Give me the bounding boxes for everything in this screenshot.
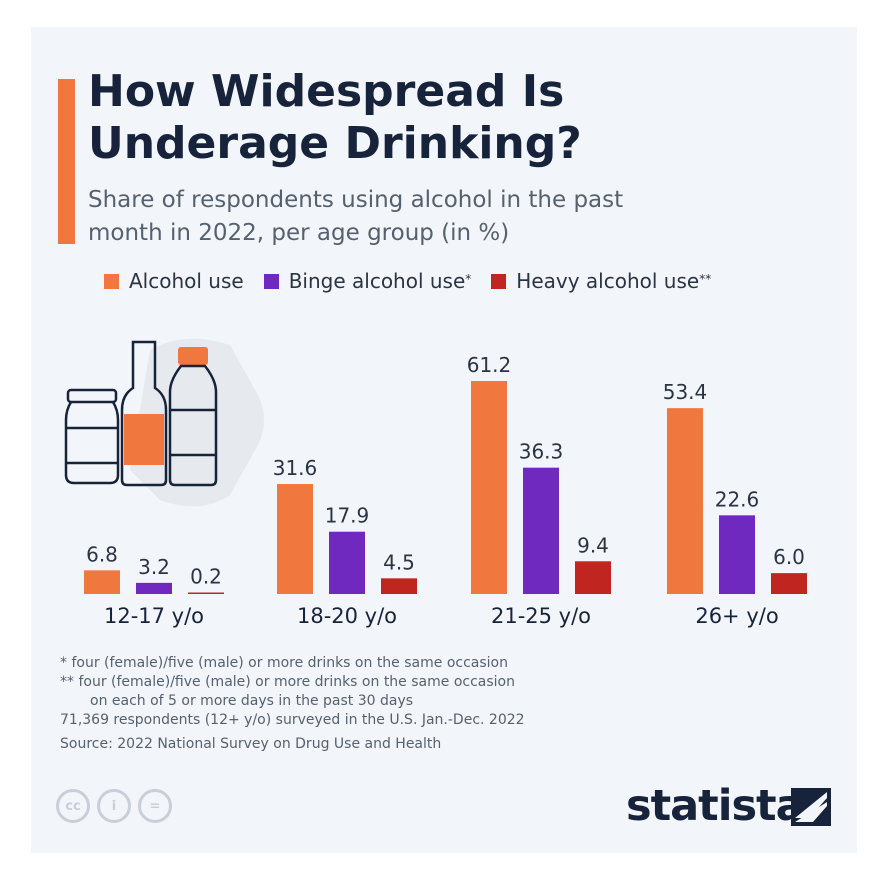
value-label-heavy-2: 9.4 [577, 533, 609, 557]
value-label-binge-2: 36.3 [519, 440, 564, 464]
footnote-binge: * four (female)/five (male) or more drin… [60, 655, 508, 671]
value-label-alcohol-0: 6.8 [86, 542, 118, 566]
attribution-icon[interactable]: i [97, 789, 131, 823]
legend-label-alcohol: Alcohol use [129, 269, 244, 293]
bar-heavy-2 [575, 561, 611, 594]
statista-logo-icon [791, 788, 831, 826]
bar-heavy-3 [771, 573, 807, 594]
bar-alcohol-2 [471, 381, 507, 594]
legend-item-heavy: Heavy alcohol use ** [491, 269, 711, 293]
jar-icon [64, 388, 120, 485]
footnote-heavy-continued: on each of 5 or more days in the past 30… [90, 693, 414, 709]
plastic-bottle-icon [168, 347, 218, 487]
page-title: How Widespread Is Underage Drinking? [88, 66, 582, 169]
bar-alcohol-3 [667, 408, 703, 594]
value-label-alcohol-2: 61.2 [467, 353, 512, 377]
chart-subtitle: Share of respondents using alcohol in th… [88, 187, 624, 246]
value-label-alcohol-1: 31.6 [273, 456, 318, 480]
value-label-alcohol-3: 53.4 [663, 380, 708, 404]
legend-swatch-binge [263, 273, 279, 289]
category-label-3: 26+ y/o [695, 604, 778, 628]
bar-binge-1 [329, 531, 365, 594]
legend-swatch-heavy [491, 273, 507, 289]
license-icons: cc i = [56, 789, 179, 823]
statista-logo-text[interactable]: statista [626, 781, 805, 831]
value-label-binge-3: 22.6 [715, 487, 760, 511]
footnote-heavy: ** four (female)/five (male) or more dri… [60, 674, 515, 690]
bar-binge-3 [719, 515, 755, 594]
bar-heavy-1 [381, 578, 417, 594]
bars-layer: 6.8 3.2 0.2 12-17 y/o 31.6 17.9 4.5 18-20 y/o 61… [84, 353, 807, 628]
creative-commons-icon[interactable]: cc [56, 789, 90, 823]
no-derivatives-icon[interactable]: = [138, 789, 172, 823]
value-label-binge-1: 17.9 [325, 504, 370, 528]
bar-heavy-0 [188, 592, 224, 594]
source-note: Source: 2022 National Survey on Drug Use… [60, 736, 442, 752]
chart-legend: Alcohol use Binge alcohol use * Heavy alc… [104, 266, 731, 296]
legend-label-binge: Binge alcohol use [288, 269, 466, 293]
footnotes: * four (female)/five (male) or more drin… [60, 654, 525, 754]
wine-bottle-icon [120, 340, 168, 487]
legend-item-binge: Binge alcohol use * [263, 269, 472, 293]
category-label-1: 18-20 y/o [297, 604, 397, 628]
legend-swatch-alcohol [104, 273, 119, 289]
legend-mark-heavy: ** [699, 272, 712, 286]
bar-alcohol-1 [277, 484, 313, 594]
footnote-respondents: 71,369 respondents (12+ y/o) surveyed in… [60, 712, 525, 728]
bar-binge-2 [523, 467, 559, 594]
value-label-heavy-1: 4.5 [383, 550, 415, 574]
value-label-heavy-3: 6.0 [773, 545, 805, 569]
title-accent-bar [58, 79, 75, 244]
category-label-2: 21-25 y/o [491, 604, 591, 628]
legend-item-alcohol: Alcohol use [104, 269, 244, 293]
legend-label-heavy: Heavy alcohol use [516, 269, 700, 293]
value-label-binge-0: 3.2 [138, 555, 170, 579]
bottles-illustration [64, 338, 264, 507]
bar-binge-0 [136, 582, 172, 594]
value-label-heavy-0: 0.2 [190, 565, 222, 589]
category-label-0: 12-17 y/o [104, 604, 204, 628]
bar-alcohol-0 [84, 570, 120, 594]
legend-mark-binge: * [465, 272, 472, 286]
